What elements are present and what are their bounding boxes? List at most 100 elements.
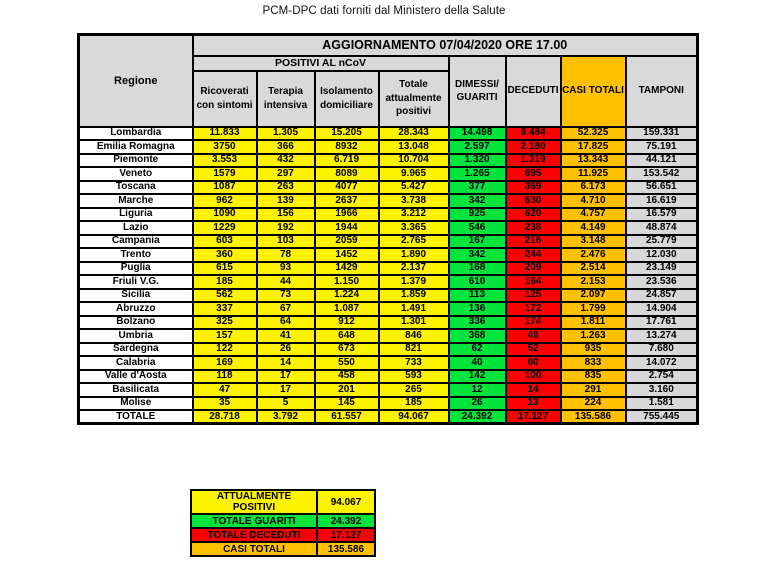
region-column-header: Regione <box>77 33 194 128</box>
value-cell: 835 <box>559 368 627 384</box>
value-cell: 2.137 <box>377 260 450 276</box>
col-header-totale-positivi: Totale attualmente positivi <box>377 69 450 128</box>
value-cell: 5.427 <box>377 179 450 195</box>
value-cell: 755.445 <box>624 409 699 425</box>
table-row: Lazio 1229 192 1944 3.365 546 238 4.149 48.874 <box>77 220 699 236</box>
value-cell: 1.305 <box>255 125 316 141</box>
region-name-cell: Liguria <box>77 206 194 222</box>
value-cell: 1090 <box>191 206 258 222</box>
value-cell: 16.579 <box>624 206 699 222</box>
value-cell: 48.874 <box>624 220 699 236</box>
value-cell: 821 <box>377 341 450 357</box>
value-cell: 73 <box>255 287 316 303</box>
value-cell: 9.484 <box>504 125 562 141</box>
value-cell: 6.719 <box>313 152 380 168</box>
value-cell: 7.680 <box>624 341 699 357</box>
value-cell: 733 <box>377 355 450 371</box>
value-cell: 377 <box>447 179 507 195</box>
value-cell: 2.597 <box>447 139 507 155</box>
region-name-cell: Piemonte <box>77 152 194 168</box>
summary-value: 94.067 <box>316 489 376 515</box>
value-cell: 17.127 <box>504 409 562 425</box>
col-header-casi-totali: CASI TOTALI <box>559 54 627 128</box>
value-cell: 4.149 <box>559 220 627 236</box>
value-cell: 8932 <box>313 139 380 155</box>
value-cell: 962 <box>191 193 258 209</box>
summary-table: ATTUALMENTE POSITIVI 94.067 TOTALE GUARITI… <box>190 489 376 557</box>
value-cell: 24.857 <box>624 287 699 303</box>
value-cell: 1.150 <box>313 274 380 290</box>
region-name-cell: Sardegna <box>77 341 194 357</box>
value-cell: 1429 <box>313 260 380 276</box>
value-cell: 1.890 <box>377 247 450 263</box>
value-cell: 366 <box>255 139 316 155</box>
value-cell: 342 <box>447 247 507 263</box>
value-cell: 336 <box>447 314 507 330</box>
value-cell: 673 <box>313 341 380 357</box>
value-cell: 2.754 <box>624 368 699 384</box>
value-cell: 67 <box>255 301 316 317</box>
summary-row: TOTALE DECEDUTI 17.127 <box>190 527 376 543</box>
value-cell: 833 <box>559 355 627 371</box>
value-cell: 2.153 <box>559 274 627 290</box>
value-cell: 10.704 <box>377 152 450 168</box>
value-cell: 1087 <box>191 179 258 195</box>
value-cell: 1966 <box>313 206 380 222</box>
summary-row: TOTALE GUARITI 24.392 <box>190 513 376 529</box>
value-cell: 209 <box>504 260 562 276</box>
value-cell: 78 <box>255 247 316 263</box>
col-header-deceduti: DECEDUTI <box>504 54 562 128</box>
value-cell: 14.498 <box>447 125 507 141</box>
value-cell: 17.825 <box>559 139 627 155</box>
region-name-cell: Valle d'Aosta <box>77 368 194 384</box>
value-cell: 157 <box>191 328 258 344</box>
region-name-cell: Puglia <box>77 260 194 276</box>
value-cell: 14 <box>255 355 316 371</box>
value-cell: 23.536 <box>624 274 699 290</box>
value-cell: 16.619 <box>624 193 699 209</box>
region-name-cell: Molise <box>77 395 194 411</box>
value-cell: 136 <box>447 301 507 317</box>
value-cell: 60 <box>504 355 562 371</box>
table-row: Puglia 615 93 1429 2.137 168 209 2.514 23.149 <box>77 260 699 276</box>
summary-row: ATTUALMENTE POSITIVI 94.067 <box>190 489 376 515</box>
value-cell: 238 <box>504 220 562 236</box>
summary-label: CASI TOTALI <box>190 541 318 557</box>
value-cell: 546 <box>447 220 507 236</box>
table-row: Liguria 1090 156 1966 3.212 925 620 4.757 16.579 <box>77 206 699 222</box>
value-cell: 56.651 <box>624 179 699 195</box>
table-row: Molise 35 5 145 185 26 13 224 1.581 <box>77 395 699 411</box>
value-cell: 4077 <box>313 179 380 195</box>
value-cell: 13.048 <box>377 139 450 155</box>
value-cell: 3.553 <box>191 152 258 168</box>
value-cell: 156 <box>255 206 316 222</box>
value-cell: 172 <box>504 301 562 317</box>
total-row: TOTALE 28.718 3.792 61.557 94.067 24.392 17.12… <box>77 409 699 425</box>
region-name-cell: Basilicata <box>77 382 194 398</box>
table-row: Campania 603 103 2059 2.765 167 216 3.148 25.779 <box>77 233 699 249</box>
value-cell: 94.067 <box>377 409 450 425</box>
value-cell: 93 <box>255 260 316 276</box>
value-cell: 13 <box>504 395 562 411</box>
positivi-group-header: POSITIVI AL nCoV <box>191 54 450 72</box>
value-cell: 610 <box>447 274 507 290</box>
value-cell: 6.173 <box>559 179 627 195</box>
value-cell: 26 <box>447 395 507 411</box>
value-cell: 4.757 <box>559 206 627 222</box>
value-cell: 2.765 <box>377 233 450 249</box>
value-cell: 24.392 <box>447 409 507 425</box>
value-cell: 122 <box>191 341 258 357</box>
value-cell: 3.738 <box>377 193 450 209</box>
value-cell: 11.925 <box>559 166 627 182</box>
value-cell: 2637 <box>313 193 380 209</box>
value-cell: 615 <box>191 260 258 276</box>
value-cell: 620 <box>504 206 562 222</box>
value-cell: 61.557 <box>313 409 380 425</box>
value-cell: 103 <box>255 233 316 249</box>
value-cell: 12 <box>447 382 507 398</box>
value-cell: 75.191 <box>624 139 699 155</box>
value-cell: 145 <box>313 395 380 411</box>
value-cell: 64 <box>255 314 316 330</box>
value-cell: 2.097 <box>559 287 627 303</box>
summary-body: ATTUALMENTE POSITIVI 94.067 TOTALE GUARITI… <box>190 489 376 557</box>
